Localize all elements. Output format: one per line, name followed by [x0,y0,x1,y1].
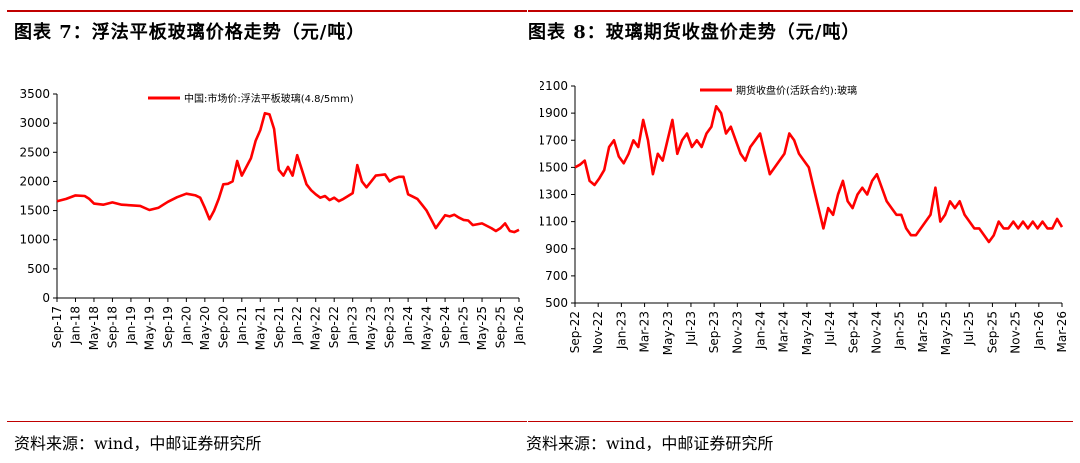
right-x-tick-label: Nov-24 [869,311,883,354]
right-y-tick-label: 900 [545,242,568,256]
right-y-tick-label: 1500 [540,160,568,174]
left-x-tick-label: Jan-25 [457,306,471,345]
left-x-tick-label: May-18 [87,306,101,350]
left-x-tick-label: Jan-26 [512,306,526,345]
right-y-tick-label: 700 [545,269,568,283]
left-x-tick-label: Jan-19 [124,306,138,345]
left-y-tick-label: 3500 [19,87,50,101]
right-x-tick-label: Mar-24 [777,311,791,352]
right-x-tick-label: Mar-26 [1055,311,1069,352]
left-y-tick-label: 500 [27,262,50,276]
left-x-tick-label: Sep-24 [438,306,452,348]
right-x-tick-label: Jul-25 [962,311,976,346]
line-chart-right: 500 700 900 1100 1300 1500 1700 1900 2100 Sep-22 N… [540,79,1069,355]
right-x-tick-label: Sep-24 [846,311,860,353]
right-x-tick-label: Jan-25 [893,311,907,350]
left-x-tick-label: Jan-21 [235,306,249,345]
right-x-tick-label: May-24 [800,311,814,355]
line-chart-left: 0 500 1000 1500 2000 2500 3000 3500 Sep-17 Jan-18… [19,87,526,350]
left-x-tick-label: Jan-22 [290,306,304,345]
left-y-tick-label: 2500 [19,145,50,159]
left-y-tick-label: 0 [42,291,50,305]
left-x-tick-label: May-22 [309,306,323,350]
right-y-tick-label: 500 [545,296,568,310]
right-x-tick-label: Jul-24 [823,311,837,346]
right-x-tick-label: Jan-23 [614,311,628,350]
right-y-tick-label: 1700 [540,133,568,147]
left-x-tick-label: Jan-18 [68,306,82,345]
right-x-tick-label: Sep-23 [707,311,721,353]
left-x-tick-label: May-23 [364,306,378,350]
left-y-tick-label: 2000 [19,174,50,188]
left-x-tick-label: Jan-24 [401,306,415,345]
right-y-tick-label: 1900 [540,106,568,120]
right-x-tick-label: Sep-25 [985,311,999,353]
chart-title-right: 图表 8：玻璃期货收盘价走势（元/吨） [528,22,861,43]
right-x-tick-label: Jan-26 [1032,311,1046,350]
bottom-rule-right [528,421,1073,422]
right-x-tick-label: Jan-24 [754,311,768,350]
chart-panel-right: 图表 8：玻璃期货收盘价走势（元/吨） 500 700 900 1100 1300 150… [526,0,1080,463]
right-y-tick-label: 1300 [540,188,568,202]
left-x-tick-label: Sep-18 [105,306,119,348]
right-y-tick-label: 2100 [540,79,568,93]
left-y-tick-label: 3000 [19,116,50,130]
left-y-tick-label: 1500 [19,204,50,218]
right-x-tick-label: Jul-23 [684,311,698,346]
right-series-line [574,105,1064,244]
left-x-tick-label: Sep-23 [383,306,397,348]
left-x-tick-label: Sep-19 [161,306,175,348]
bottom-rule-left [7,421,527,422]
left-x-tick-label: Sep-25 [494,306,508,348]
right-x-tick-label: Nov-23 [730,311,744,354]
right-x-tick-label: Sep-22 [568,311,582,353]
left-x-tick-label: Sep-21 [272,306,286,348]
right-x-tick-label: Nov-25 [1009,311,1023,354]
left-series-line [56,111,520,234]
left-x-tick-label: Sep-17 [50,306,64,348]
right-legend-label: 期货收盘价(活跃合约):玻璃 [736,84,857,97]
left-x-tick-label: Sep-22 [327,306,341,348]
top-rule-right [528,10,1073,12]
chart-panel-left: 图表 7：浮法平板玻璃价格走势（元/吨） 0 500 1000 1500 2000 250… [7,10,527,453]
right-y-tick-label: 1100 [540,215,568,229]
left-x-tick-label: Sep-20 [216,306,230,348]
right-x-tick-label: May-23 [661,311,675,355]
left-x-tick-label: May-25 [475,306,489,350]
right-x-tick-label: May-25 [939,311,953,355]
left-x-tick-label: Jan-20 [179,306,193,345]
left-y-tick-label: 1000 [19,233,50,247]
right-x-tick-label: Mar-23 [638,311,652,352]
right-x-tick-label: Nov-22 [591,311,605,354]
left-x-tick-label: May-21 [253,306,267,350]
left-x-tick-label: May-20 [198,306,212,350]
right-x-tick-label: Mar-25 [916,311,930,352]
left-x-tick-label: Jan-23 [346,306,360,345]
left-legend-label: 中国:市场价:浮法平板玻璃(4.8/5mm) [184,92,354,105]
left-x-tick-label: May-24 [420,306,434,350]
source-note-left: 资料来源：wind，中邮证券研究所 [14,434,262,453]
source-note-right: 资料来源：wind，中邮证券研究所 [526,434,774,453]
top-rule-left [7,10,527,12]
chart-title-left: 图表 7：浮法平板玻璃价格走势（元/吨） [14,22,366,43]
left-x-tick-label: May-19 [142,306,156,350]
